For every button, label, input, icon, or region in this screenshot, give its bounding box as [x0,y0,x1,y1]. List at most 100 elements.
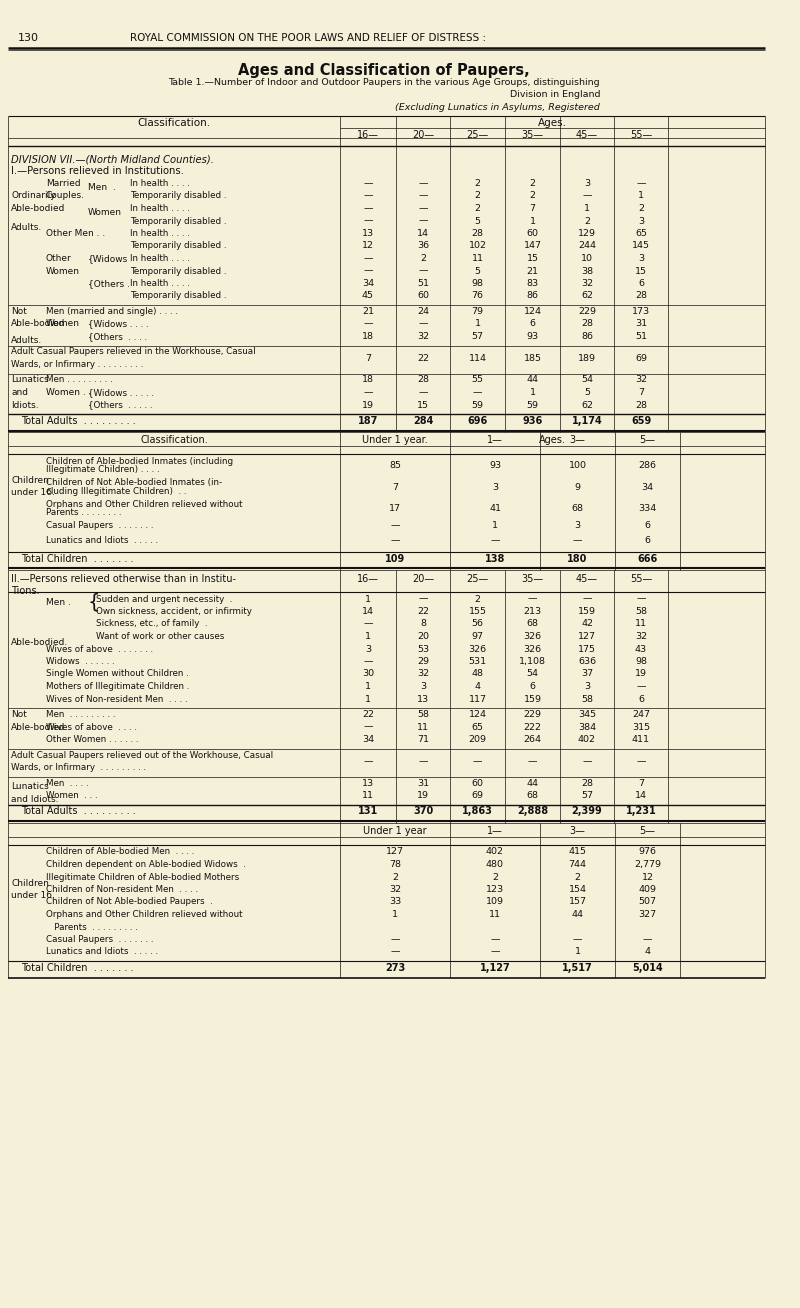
Text: 123: 123 [486,886,504,893]
Text: —: — [363,191,373,200]
Text: 1—: 1— [487,825,503,836]
Text: Children of Not Able-bodied Paupers  .: Children of Not Able-bodied Paupers . [46,897,213,906]
Text: Women  . . .: Women . . . [46,791,98,800]
Text: 28: 28 [417,375,429,385]
Text: 2: 2 [530,191,535,200]
Text: 57: 57 [581,791,593,800]
Text: 35—: 35— [522,574,543,585]
Text: Classification.: Classification. [140,436,208,445]
Text: 7: 7 [638,388,644,398]
Text: 273: 273 [385,963,405,973]
Text: 34: 34 [642,483,654,492]
Text: Total Children  . . . . . . .: Total Children . . . . . . . [21,553,134,564]
Text: 5: 5 [474,217,481,225]
Text: 1: 1 [365,632,371,641]
Text: 56: 56 [471,620,483,629]
Text: —: — [363,657,373,666]
Text: 6: 6 [530,681,535,691]
Text: 42: 42 [581,620,593,629]
Text: 78: 78 [389,859,401,869]
Text: 5,014: 5,014 [632,963,663,973]
Text: Ages.: Ages. [538,436,566,445]
Text: 32: 32 [635,632,647,641]
Text: 3: 3 [492,483,498,492]
Text: 326: 326 [469,645,486,654]
Text: 129: 129 [578,229,596,238]
Text: —: — [363,267,373,276]
Text: —: — [573,935,582,944]
Text: 21: 21 [526,267,538,276]
Text: —: — [582,595,592,603]
Text: 327: 327 [638,910,657,920]
Text: —: — [636,681,646,691]
Text: 24: 24 [417,307,429,317]
Text: 531: 531 [469,657,486,666]
Text: 1: 1 [392,910,398,920]
Text: 244: 244 [578,242,596,251]
Text: 86: 86 [581,332,593,341]
Text: 124: 124 [523,307,542,317]
Text: Women: Women [46,267,80,276]
Text: 189: 189 [578,353,596,362]
Text: 480: 480 [486,859,504,869]
Text: —: — [490,935,500,944]
Text: DIVISION VII.—(North Midland Counties).: DIVISION VII.—(North Midland Counties). [11,154,214,164]
Text: Not: Not [11,710,27,719]
Text: 4: 4 [474,681,481,691]
Text: 2: 2 [474,204,481,213]
Text: Sickness, etc., of family  .: Sickness, etc., of family . [96,620,207,629]
Text: —: — [642,935,652,944]
Text: 15: 15 [417,400,429,409]
Text: Ages and Classification of Paupers,: Ages and Classification of Paupers, [238,63,530,78]
Text: {Others .: {Others . [88,279,130,288]
Text: Classification.: Classification. [138,118,210,128]
Text: 3: 3 [584,179,590,188]
Text: 1: 1 [530,388,535,398]
Text: (Excluding Lunatics in Asylums, Registered: (Excluding Lunatics in Asylums, Register… [395,103,600,112]
Text: 936: 936 [522,416,542,426]
Text: 1: 1 [365,681,371,691]
Text: 507: 507 [638,897,657,906]
Text: Temporarily disabled .: Temporarily disabled . [130,267,226,276]
Text: 326: 326 [523,645,542,654]
Text: 58: 58 [581,695,593,704]
Text: 55—: 55— [630,129,652,140]
Text: 10: 10 [581,254,593,263]
Text: 3: 3 [574,522,581,531]
Text: 3—: 3— [570,825,586,836]
Text: 187: 187 [358,416,378,426]
Text: 415: 415 [569,848,586,857]
Text: 68: 68 [526,620,538,629]
Text: 264: 264 [523,735,542,744]
Text: 85: 85 [389,460,401,470]
Text: —: — [473,757,482,765]
Text: Division in England: Division in England [510,90,600,99]
Text: Temporarily disabled .: Temporarily disabled . [130,292,226,301]
Text: —: — [418,267,428,276]
Text: In health . . . .: In health . . . . [130,229,190,238]
Text: 2: 2 [638,204,644,213]
Text: 185: 185 [523,353,542,362]
Text: {Others  . . . . .: {Others . . . . . [88,400,153,409]
Text: 33: 33 [389,897,401,906]
Text: 402: 402 [578,735,596,744]
Text: 58: 58 [635,607,647,616]
Text: 25—: 25— [466,129,489,140]
Text: 2: 2 [530,179,535,188]
Text: 326: 326 [523,632,542,641]
Text: 175: 175 [578,645,596,654]
Text: 7: 7 [530,204,535,213]
Text: 51: 51 [635,332,647,341]
Text: Men  .: Men . [88,183,116,192]
Text: —: — [418,179,428,188]
Text: 44: 44 [526,375,538,385]
Text: 636: 636 [578,657,596,666]
Text: 209: 209 [469,735,486,744]
Text: —: — [418,595,428,603]
Text: 93: 93 [526,332,538,341]
Text: Men . . . . . . . . .: Men . . . . . . . . . [46,375,113,385]
Text: 93: 93 [489,460,501,470]
Text: Lunatics and Idiots  . . . . .: Lunatics and Idiots . . . . . [46,947,158,956]
Text: Total Adults  . . . . . . . . .: Total Adults . . . . . . . . . [21,807,136,816]
Text: 60: 60 [471,778,483,787]
